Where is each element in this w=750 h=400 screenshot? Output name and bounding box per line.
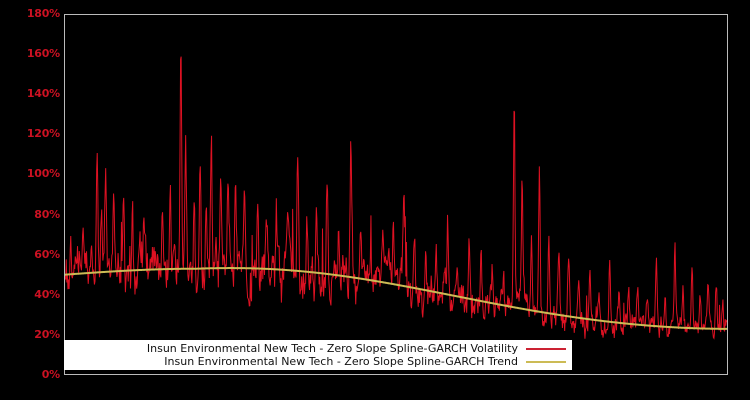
series-line-trend <box>64 267 728 330</box>
legend-swatch-volatility <box>526 347 566 350</box>
chart-legend[interactable]: Insun Environmental New Tech - Zero Slop… <box>64 340 572 370</box>
y-axis-tick-label: 100% <box>26 167 60 181</box>
y-axis-tick-label: 80% <box>34 207 60 221</box>
y-axis-tick-label: 0% <box>41 368 60 381</box>
y-axis-tick-label: 140% <box>26 87 60 101</box>
y-axis-tick-label: 120% <box>26 127 60 141</box>
y-axis-tick-label: 160% <box>26 47 60 61</box>
series-line-volatility <box>64 56 728 340</box>
legend-swatch-trend <box>526 360 566 363</box>
y-axis-tick-labels: 180% 160% 140% 120% 100% 80% 60% 40% 20% 0% <box>0 0 60 400</box>
legend-entry-volatility[interactable]: Insun Environmental New Tech - Zero Slop… <box>64 342 572 355</box>
y-axis-tick-label: 60% <box>34 247 60 261</box>
legend-label-volatility: Insun Environmental New Tech - Zero Slop… <box>146 341 518 355</box>
plot-frame <box>64 14 728 375</box>
y-axis-tick-label: 40% <box>34 287 60 301</box>
y-axis-tick-label: 180% <box>26 7 60 20</box>
legend-entry-trend[interactable]: Insun Environmental New Tech - Zero Slop… <box>64 355 572 368</box>
legend-label-trend: Insun Environmental New Tech - Zero Slop… <box>164 354 518 368</box>
series-layer <box>64 56 728 340</box>
y-axis-tick-label: 20% <box>34 327 60 341</box>
